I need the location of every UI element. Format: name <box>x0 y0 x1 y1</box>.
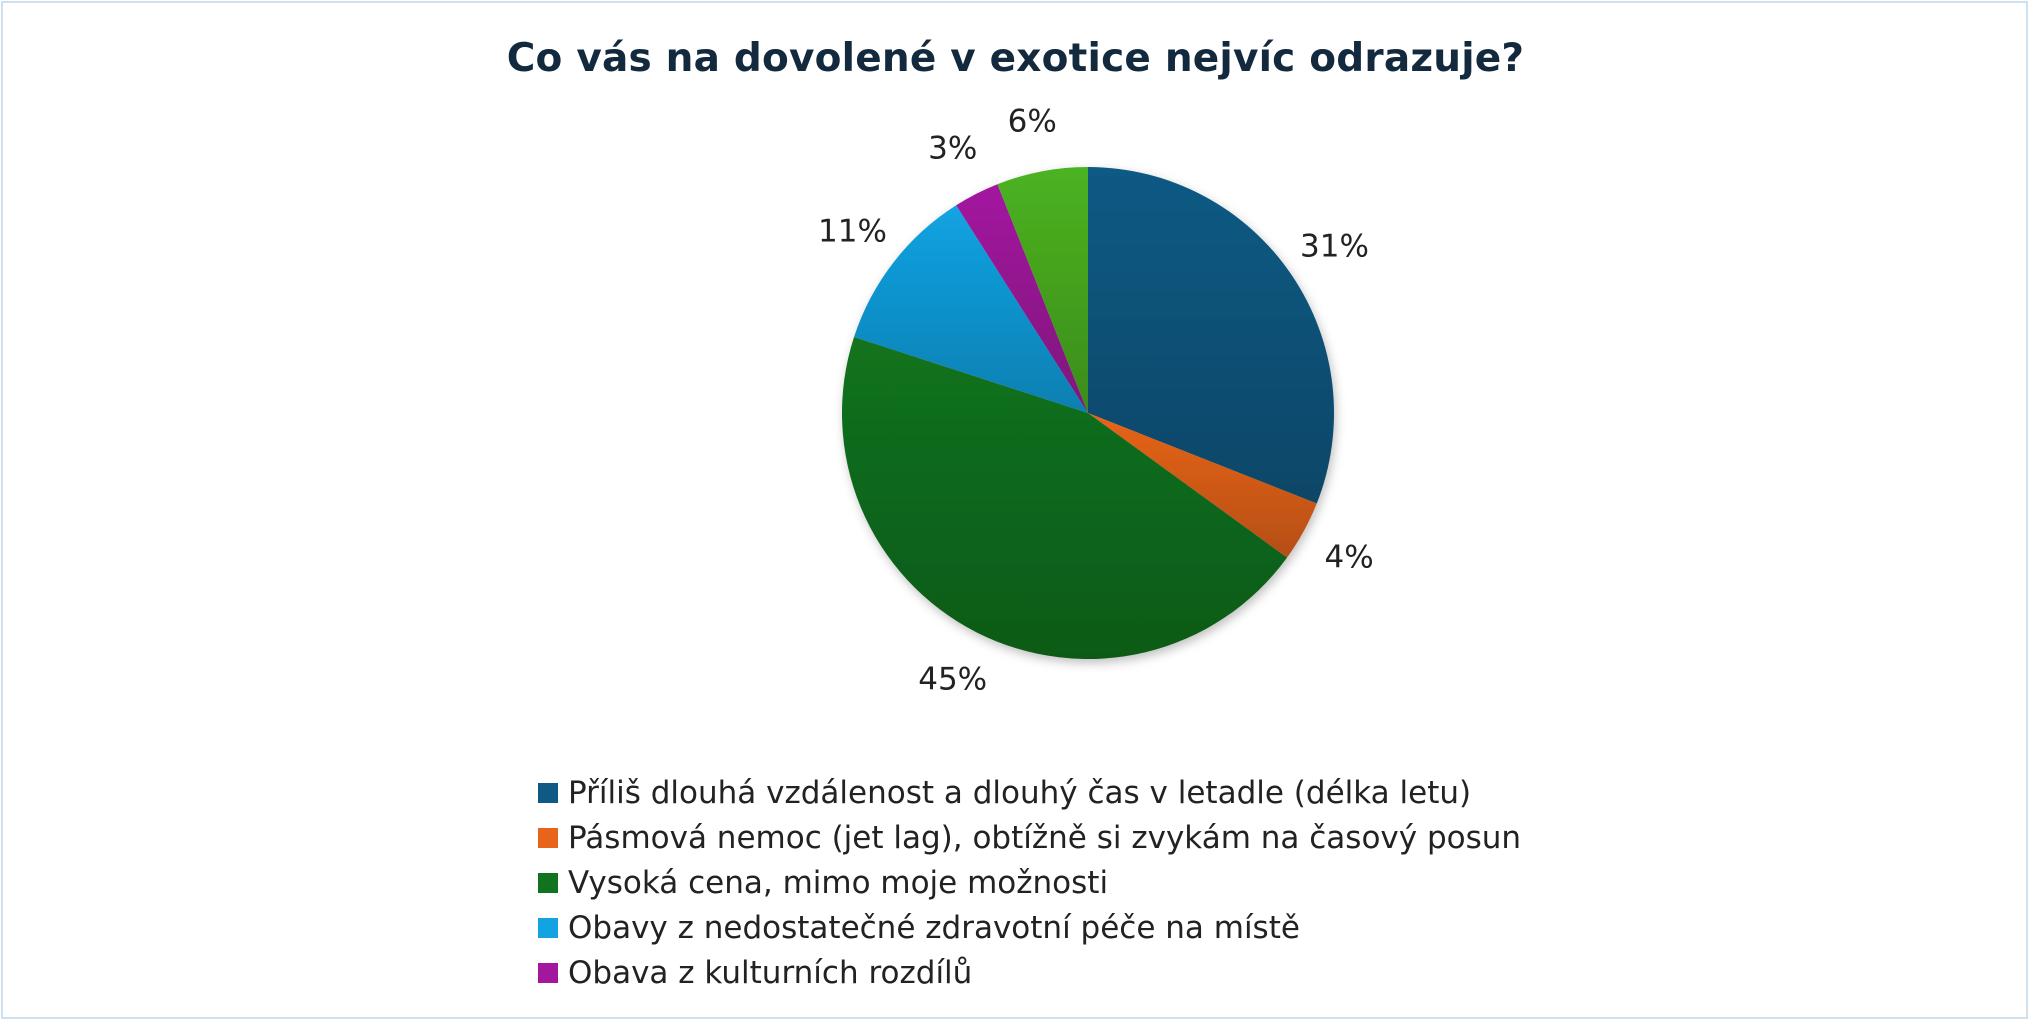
data-label-6: 6% <box>1008 103 1057 139</box>
legend-label: Pásmová nemoc (jet lag), obtížně si zvyk… <box>568 819 1522 856</box>
chart-legend: Příliš dlouhá vzdálenost a dlouhý čas v … <box>538 770 1521 995</box>
legend-swatch <box>538 827 558 848</box>
pie-slice-4 <box>854 205 1088 413</box>
data-label-1: 31% <box>1300 229 1369 265</box>
data-label-3: 45% <box>918 662 987 698</box>
chart-title: Co vás na dovolené v exotice nejvíc odra… <box>506 36 1525 81</box>
data-label-2: 4% <box>1325 540 1374 576</box>
legend-swatch <box>538 782 558 803</box>
legend-label: Obavy z nedostatečné zdravotní péče na m… <box>568 909 1300 946</box>
pie-slice-6 <box>997 167 1088 413</box>
legend-label: Vysoká cena, mimo moje možnosti <box>568 864 1109 901</box>
data-label-4: 11% <box>818 213 887 249</box>
legend-item-1: Příliš dlouhá vzdálenost a dlouhý čas v … <box>538 770 1521 815</box>
legend-label: Obava z kulturních rozdílů <box>568 954 973 991</box>
data-label-5: 3% <box>928 131 977 167</box>
legend-item-5: Obava z kulturních rozdílů <box>538 950 1521 995</box>
pie-slice-2 <box>1088 413 1317 558</box>
legend-swatch <box>538 917 558 938</box>
pie-slice-1 <box>1088 166 1335 504</box>
legend-swatch <box>538 872 558 893</box>
legend-item-4: Obavy z nedostatečné zdravotní péče na m… <box>538 905 1521 950</box>
pie-slice-5 <box>956 184 1088 413</box>
pie-slices <box>841 166 1335 660</box>
legend-item-3: Vysoká cena, mimo moje možnosti <box>538 860 1521 905</box>
legend-swatch <box>538 962 558 983</box>
legend-item-2: Pásmová nemoc (jet lag), obtížně si zvyk… <box>538 815 1521 860</box>
legend-label: Příliš dlouhá vzdálenost a dlouhý čas v … <box>568 774 1472 811</box>
pie-data-labels: 31% 4% 45% 11% 3% 6% <box>818 103 1374 697</box>
pie-slice-3 <box>841 336 1288 660</box>
